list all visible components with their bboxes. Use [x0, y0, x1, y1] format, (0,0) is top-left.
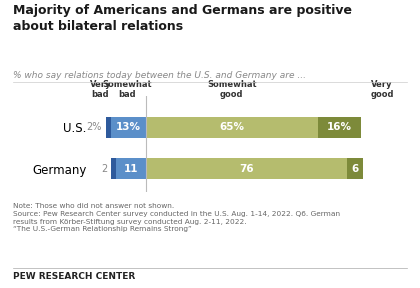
- Bar: [347, 158, 363, 179]
- Text: Somewhat
good: Somewhat good: [207, 80, 257, 99]
- Bar: [111, 117, 145, 138]
- Text: Somewhat
bad: Somewhat bad: [102, 80, 152, 99]
- Text: % who say relations today between the U.S. and Germany are ...: % who say relations today between the U.…: [13, 71, 306, 79]
- Text: Majority of Americans and Germans are positive
about bilateral relations: Majority of Americans and Germans are po…: [13, 4, 352, 33]
- Text: 13%: 13%: [116, 122, 141, 132]
- Bar: [145, 117, 318, 138]
- Text: PEW RESEARCH CENTER: PEW RESEARCH CENTER: [13, 272, 135, 281]
- Text: 65%: 65%: [219, 122, 244, 132]
- Text: 2%: 2%: [87, 122, 102, 132]
- Text: Note: Those who did not answer not shown.
Source: Pew Research Center survey con: Note: Those who did not answer not shown…: [13, 203, 340, 232]
- Text: Very
good: Very good: [370, 80, 394, 99]
- Text: 6: 6: [352, 164, 359, 174]
- Bar: [111, 158, 116, 179]
- Text: 76: 76: [239, 164, 254, 174]
- Bar: [145, 158, 347, 179]
- Bar: [116, 158, 145, 179]
- Text: Very
bad: Very bad: [89, 80, 111, 99]
- Text: 11: 11: [123, 164, 138, 174]
- Bar: [106, 117, 111, 138]
- Bar: [318, 117, 361, 138]
- Text: 2: 2: [101, 164, 107, 174]
- Text: 16%: 16%: [327, 122, 352, 132]
